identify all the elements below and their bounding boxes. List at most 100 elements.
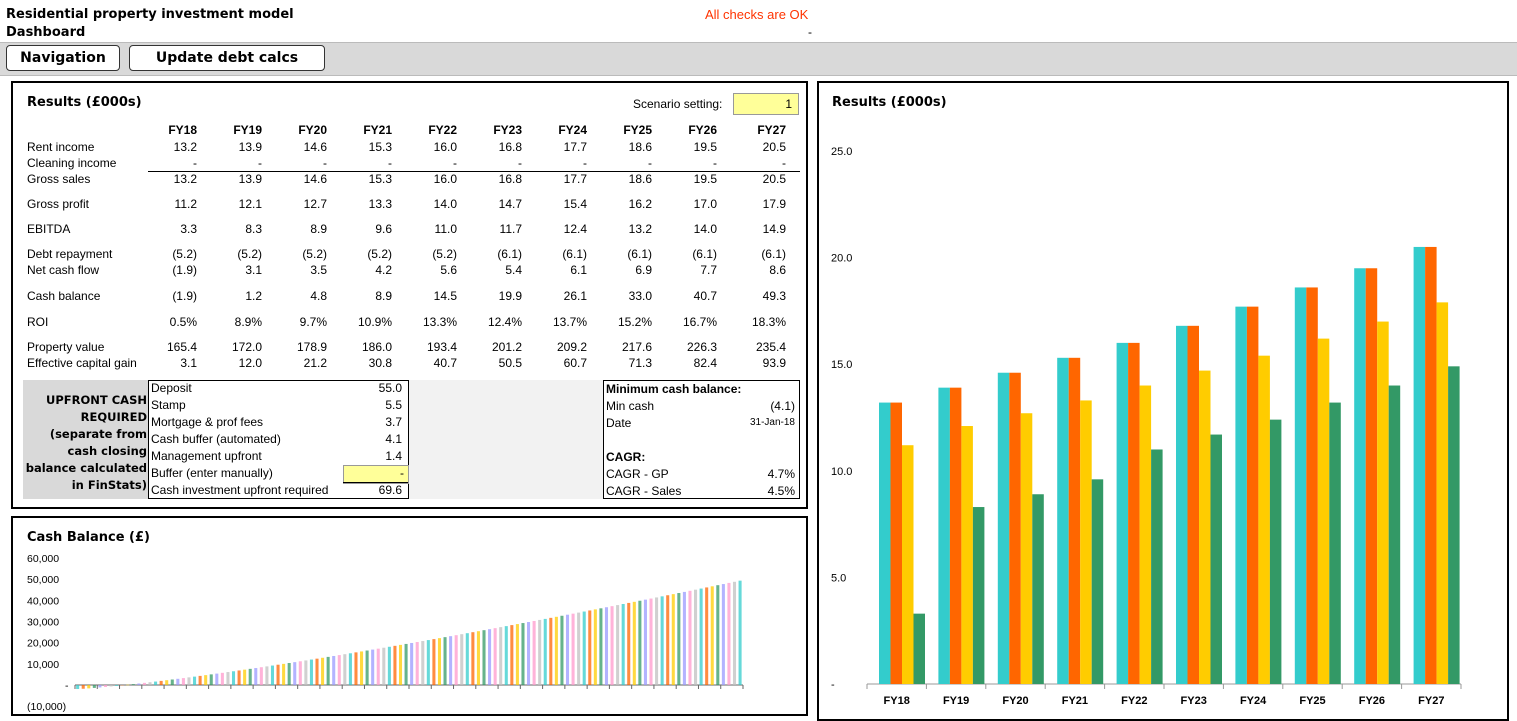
bar bbox=[588, 610, 591, 685]
bar bbox=[455, 635, 458, 685]
table-cell: - bbox=[531, 156, 587, 170]
year-header: FY27 bbox=[730, 123, 786, 137]
bar bbox=[143, 683, 146, 685]
bar bbox=[399, 645, 402, 685]
check-dash: - bbox=[808, 25, 812, 39]
upfront-item-label: Cash buffer (automated) bbox=[151, 432, 281, 446]
bar bbox=[633, 602, 636, 685]
table-cell: - bbox=[271, 156, 327, 170]
bar bbox=[1295, 287, 1307, 684]
table-cell: 18.6 bbox=[596, 172, 652, 186]
table-cell: (6.1) bbox=[466, 247, 522, 261]
table-cell: (5.2) bbox=[271, 247, 327, 261]
table-cell: 14.6 bbox=[271, 140, 327, 154]
row-label: Cleaning income bbox=[27, 156, 116, 170]
table-cell: 13.2 bbox=[141, 140, 197, 154]
date-label: Date bbox=[606, 416, 631, 430]
upfront-item-value: 1.4 bbox=[385, 449, 402, 463]
bar bbox=[1092, 479, 1104, 684]
table-cell: 11.2 bbox=[141, 197, 197, 211]
table-cell: 18.3% bbox=[730, 315, 786, 329]
bar bbox=[171, 680, 174, 685]
table-cell: 12.4% bbox=[466, 315, 522, 329]
table-cell: 12.0 bbox=[206, 356, 262, 370]
table-cell: 12.1 bbox=[206, 197, 262, 211]
bar bbox=[521, 623, 524, 685]
table-cell: 8.9% bbox=[206, 315, 262, 329]
year-header: FY26 bbox=[661, 123, 717, 137]
table-cell: 16.0 bbox=[401, 172, 457, 186]
bar bbox=[110, 685, 113, 686]
table-cell: - bbox=[661, 156, 717, 170]
bar bbox=[727, 583, 730, 685]
bar bbox=[616, 605, 619, 685]
upfront-item-label: Buffer (enter manually) bbox=[151, 466, 273, 480]
bar bbox=[644, 600, 647, 685]
bar bbox=[594, 609, 597, 685]
table-cell: (6.1) bbox=[730, 247, 786, 261]
bar bbox=[466, 633, 469, 685]
subtotal-line bbox=[148, 171, 800, 172]
table-cell: 21.2 bbox=[271, 356, 327, 370]
bar bbox=[1425, 247, 1437, 684]
bar bbox=[1057, 358, 1069, 684]
table-cell: (6.1) bbox=[531, 247, 587, 261]
bar bbox=[299, 661, 302, 685]
bar bbox=[566, 615, 569, 685]
bar bbox=[622, 604, 625, 685]
bar bbox=[371, 650, 374, 685]
bar bbox=[1128, 343, 1140, 684]
table-cell: 217.6 bbox=[596, 340, 652, 354]
cagr-sales-label: CAGR - Sales bbox=[606, 484, 681, 498]
bar bbox=[505, 626, 508, 685]
upfront-item-value: 69.6 bbox=[379, 483, 402, 497]
bar bbox=[510, 625, 513, 685]
bar bbox=[739, 581, 742, 685]
bar bbox=[148, 682, 151, 685]
y-tick-label: 10,000 bbox=[27, 659, 59, 671]
bar bbox=[360, 651, 363, 685]
table-cell: 17.7 bbox=[531, 140, 587, 154]
table-cell: 12.7 bbox=[271, 197, 327, 211]
table-cell: (5.2) bbox=[141, 247, 197, 261]
bar bbox=[310, 660, 313, 685]
table-cell: (1.9) bbox=[141, 263, 197, 277]
row-label: ROI bbox=[27, 315, 48, 329]
upfront-item-label: Cash investment upfront required bbox=[151, 483, 328, 497]
scenario-input[interactable]: 1 bbox=[733, 93, 799, 115]
update-debt-calcs-button[interactable]: Update debt calcs bbox=[129, 45, 325, 71]
table-cell: 49.3 bbox=[730, 289, 786, 303]
bar bbox=[1021, 413, 1033, 684]
upfront-item-label: Management upfront bbox=[151, 449, 262, 463]
results-table-panel: Results (£000s) Scenario setting: 1 FY18… bbox=[11, 81, 808, 509]
bar bbox=[1140, 386, 1152, 684]
table-cell: 9.6 bbox=[336, 222, 392, 236]
table-cell: 17.0 bbox=[661, 197, 717, 211]
table-cell: 14.0 bbox=[661, 222, 717, 236]
navigation-button[interactable]: Navigation bbox=[6, 45, 120, 71]
bar bbox=[444, 637, 447, 685]
table-cell: 15.2% bbox=[596, 315, 652, 329]
y-tick-label: 5.0 bbox=[831, 572, 846, 584]
upfront-label-line: in FinStats) bbox=[26, 477, 147, 494]
x-tick-label: FY19 bbox=[943, 695, 969, 707]
table-cell: 71.3 bbox=[596, 356, 652, 370]
table-cell: 16.8 bbox=[466, 140, 522, 154]
bar bbox=[477, 631, 480, 685]
table-cell: 17.7 bbox=[531, 172, 587, 186]
row-label: Cash balance bbox=[27, 289, 100, 303]
table-cell: 14.9 bbox=[730, 222, 786, 236]
bar bbox=[204, 675, 207, 685]
bar bbox=[1247, 307, 1259, 684]
bar bbox=[661, 596, 664, 685]
bar bbox=[694, 590, 697, 685]
bar bbox=[677, 593, 680, 685]
bar bbox=[232, 671, 235, 685]
bar bbox=[1448, 366, 1460, 684]
bar bbox=[449, 636, 452, 685]
table-cell: 15.4 bbox=[531, 197, 587, 211]
bar bbox=[700, 589, 703, 685]
